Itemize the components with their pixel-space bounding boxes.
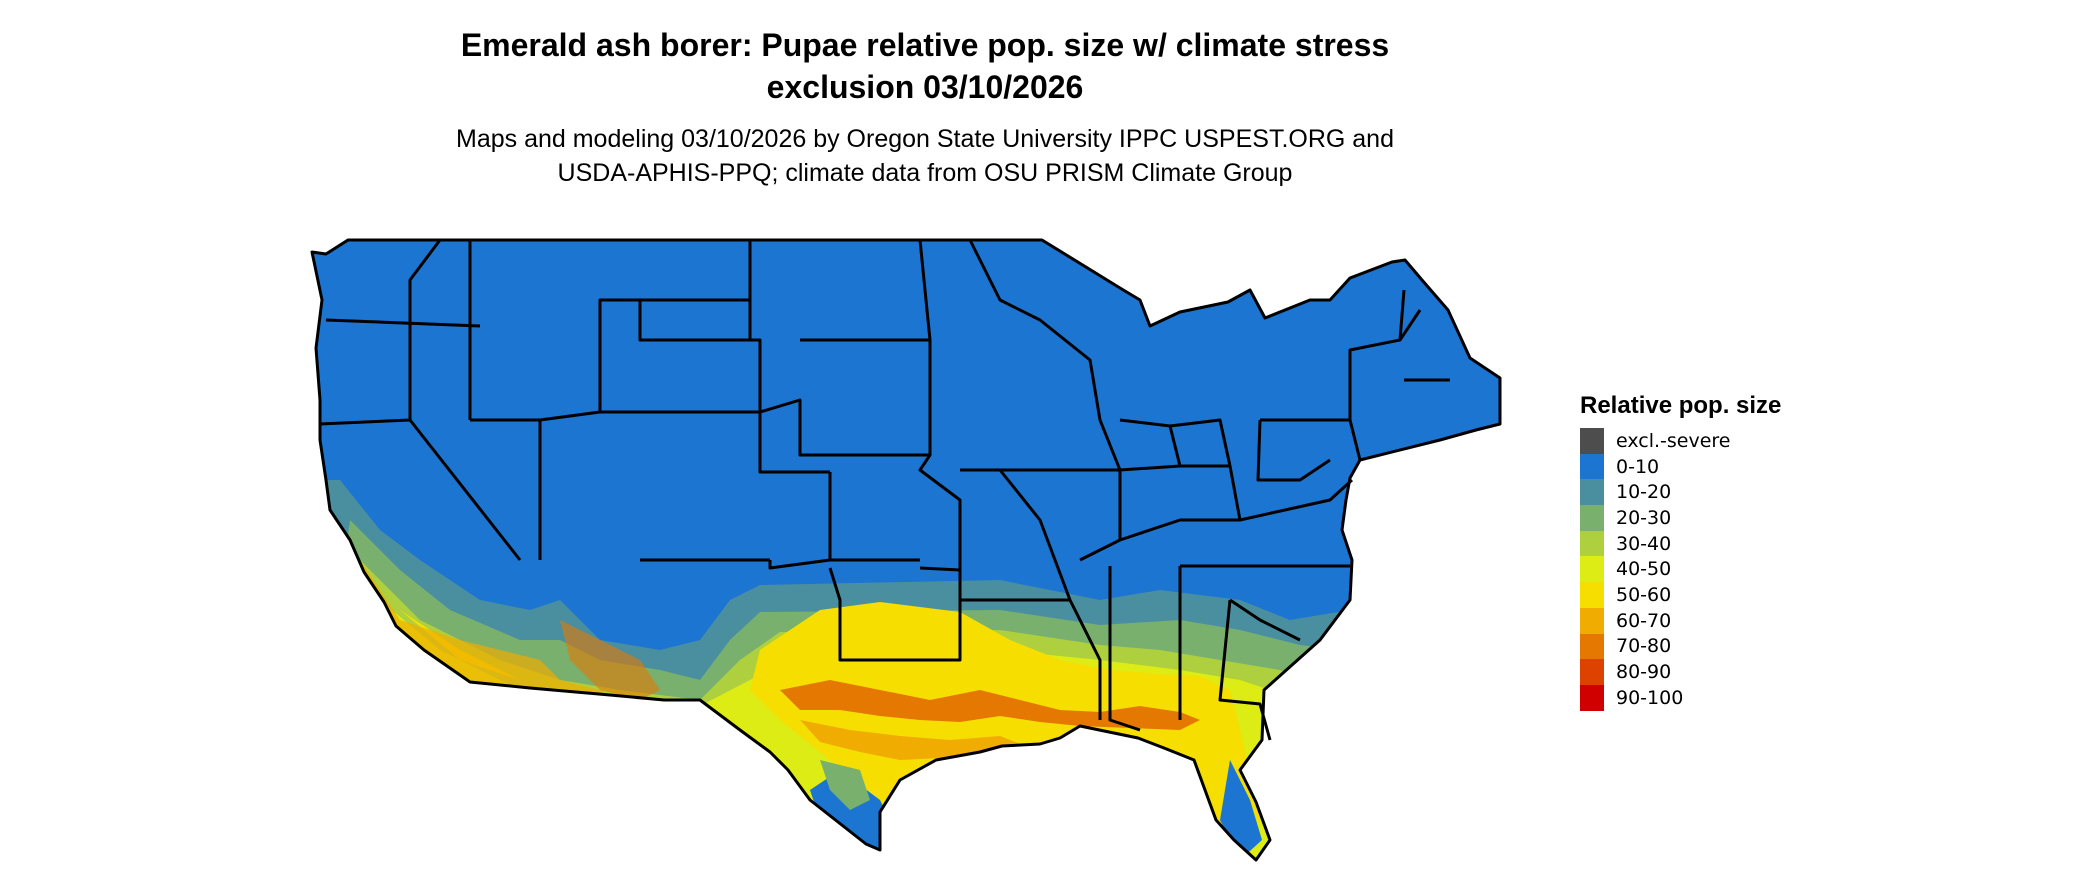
legend-item: 80-90 xyxy=(1580,659,1781,685)
legend-label: 40-50 xyxy=(1616,558,1672,581)
legend-swatch xyxy=(1580,684,1604,711)
legend-item: 30-40 xyxy=(1580,530,1781,557)
legend-title: Relative pop. size xyxy=(1580,392,1782,419)
legend-swatch xyxy=(1580,659,1604,685)
legend-item: 40-50 xyxy=(1580,556,1781,583)
legend-swatch xyxy=(1580,607,1604,634)
legend-label: 80-90 xyxy=(1616,661,1672,684)
legend-item: 0-10 xyxy=(1580,453,1781,480)
legend-label: 10-20 xyxy=(1616,481,1672,504)
subtitle-line-1: Maps and modeling 03/10/2026 by Oregon S… xyxy=(456,125,1394,153)
legend-label: excl.-severe xyxy=(1616,429,1731,452)
legend-swatch xyxy=(1580,428,1604,454)
legend-item: 50-60 xyxy=(1580,582,1781,608)
suitability-raster xyxy=(312,240,1500,860)
legend-item: 10-20 xyxy=(1580,479,1781,506)
map-subtitle: Maps and modeling 03/10/2026 by Oregon S… xyxy=(0,122,1850,190)
legend-swatch xyxy=(1580,582,1604,608)
subtitle-line-2: USDA-APHIS-PPQ; climate data from OSU PR… xyxy=(557,159,1293,187)
legend-swatch xyxy=(1580,633,1604,660)
legend-item: 70-80 xyxy=(1580,633,1781,660)
legend-label: 50-60 xyxy=(1616,583,1672,606)
legend: Relative pop. size excl.-severe 0-10 10-20… xyxy=(1580,392,1781,711)
legend-swatch xyxy=(1580,479,1604,506)
legend-swatch xyxy=(1580,453,1604,480)
state-borders xyxy=(310,238,1502,862)
legend-item: 20-30 xyxy=(1580,505,1781,531)
legend-label: 70-80 xyxy=(1616,635,1672,658)
us-map xyxy=(310,238,1502,862)
title-line-2: exclusion 03/10/2026 xyxy=(766,69,1084,105)
legend-swatch xyxy=(1580,530,1604,557)
legend-swatch xyxy=(1580,505,1604,531)
legend-label: 20-30 xyxy=(1616,506,1672,529)
legend-item: 60-70 xyxy=(1580,607,1781,634)
legend-label: 0-10 xyxy=(1616,455,1660,478)
legend-swatch xyxy=(1580,556,1604,583)
legend-label: 30-40 xyxy=(1616,532,1672,555)
legend-item: 90-100 xyxy=(1580,684,1781,711)
legend-label: 90-100 xyxy=(1616,686,1684,709)
legend-items: excl.-severe 0-10 10-20 20-30 30-40 40-50 50-6… xyxy=(1580,428,1781,711)
legend-label: 60-70 xyxy=(1616,609,1672,632)
title-line-1: Emerald ash borer: Pupae relative pop. s… xyxy=(460,27,1390,63)
legend-item: excl.-severe xyxy=(1580,428,1781,454)
map-title: Emerald ash borer: Pupae relative pop. s… xyxy=(0,24,1850,108)
